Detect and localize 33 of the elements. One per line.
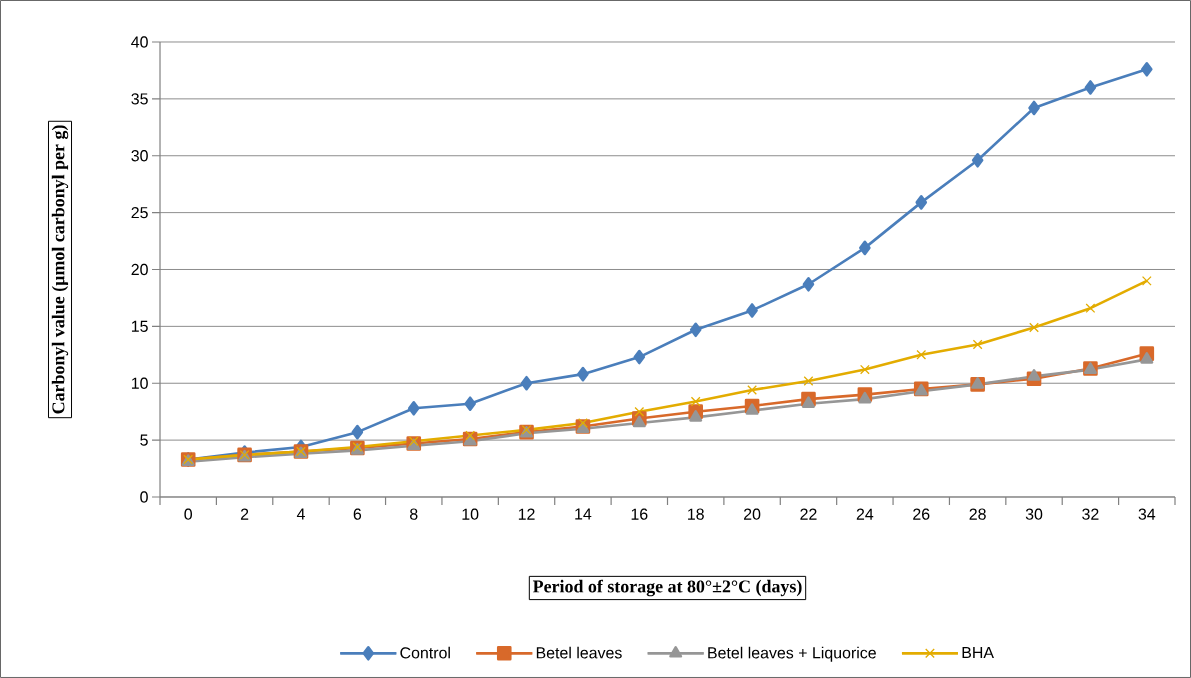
y-tick-label: 40 xyxy=(131,36,148,48)
y-tick-label: 20 xyxy=(131,263,148,276)
x-tick-label: 2 xyxy=(240,508,249,520)
x-tick-label: 20 xyxy=(744,508,761,520)
x-tick-label: 0 xyxy=(184,508,193,520)
x-tick-label: 22 xyxy=(800,508,817,520)
y-tick-label: 10 xyxy=(131,377,148,389)
x-tick-label: 30 xyxy=(1025,508,1043,520)
x-tick-label: 24 xyxy=(856,508,874,520)
x-tick-label: 16 xyxy=(631,508,648,520)
x-tick-label: 10 xyxy=(462,508,479,520)
legend-label: Betel leaves xyxy=(536,646,622,659)
x-tick-label: 34 xyxy=(1138,508,1156,520)
x-tick-label: 28 xyxy=(969,508,986,520)
x-tick-label: 12 xyxy=(518,508,535,520)
x-tick-label: 26 xyxy=(913,508,930,520)
x-tick-label: 32 xyxy=(1082,508,1099,520)
legend-label: Betel leaves + Liquorice xyxy=(708,646,876,662)
x-tick-label: 18 xyxy=(688,508,704,520)
y-tick-label: 25 xyxy=(131,206,148,219)
x-axis-title: Period of storage at 80°±2°C (days) xyxy=(532,579,802,597)
x-tick-label: 14 xyxy=(575,508,592,520)
y-tick-label: 5 xyxy=(140,434,148,446)
x-tick-label: 4 xyxy=(296,508,305,520)
y-tick-label: 15 xyxy=(131,320,148,332)
y-axis-title: Carbonyl value (µmol carbonyl per g) xyxy=(51,125,69,414)
y-tick-label: 30 xyxy=(131,150,148,162)
legend-label: BHA xyxy=(962,647,994,659)
legend-label: Control xyxy=(400,646,450,659)
y-tick-label: 0 xyxy=(140,491,148,503)
x-tick-label: 8 xyxy=(410,508,418,520)
x-tick-label: 6 xyxy=(353,508,362,520)
y-tick-label: 35 xyxy=(131,93,148,105)
